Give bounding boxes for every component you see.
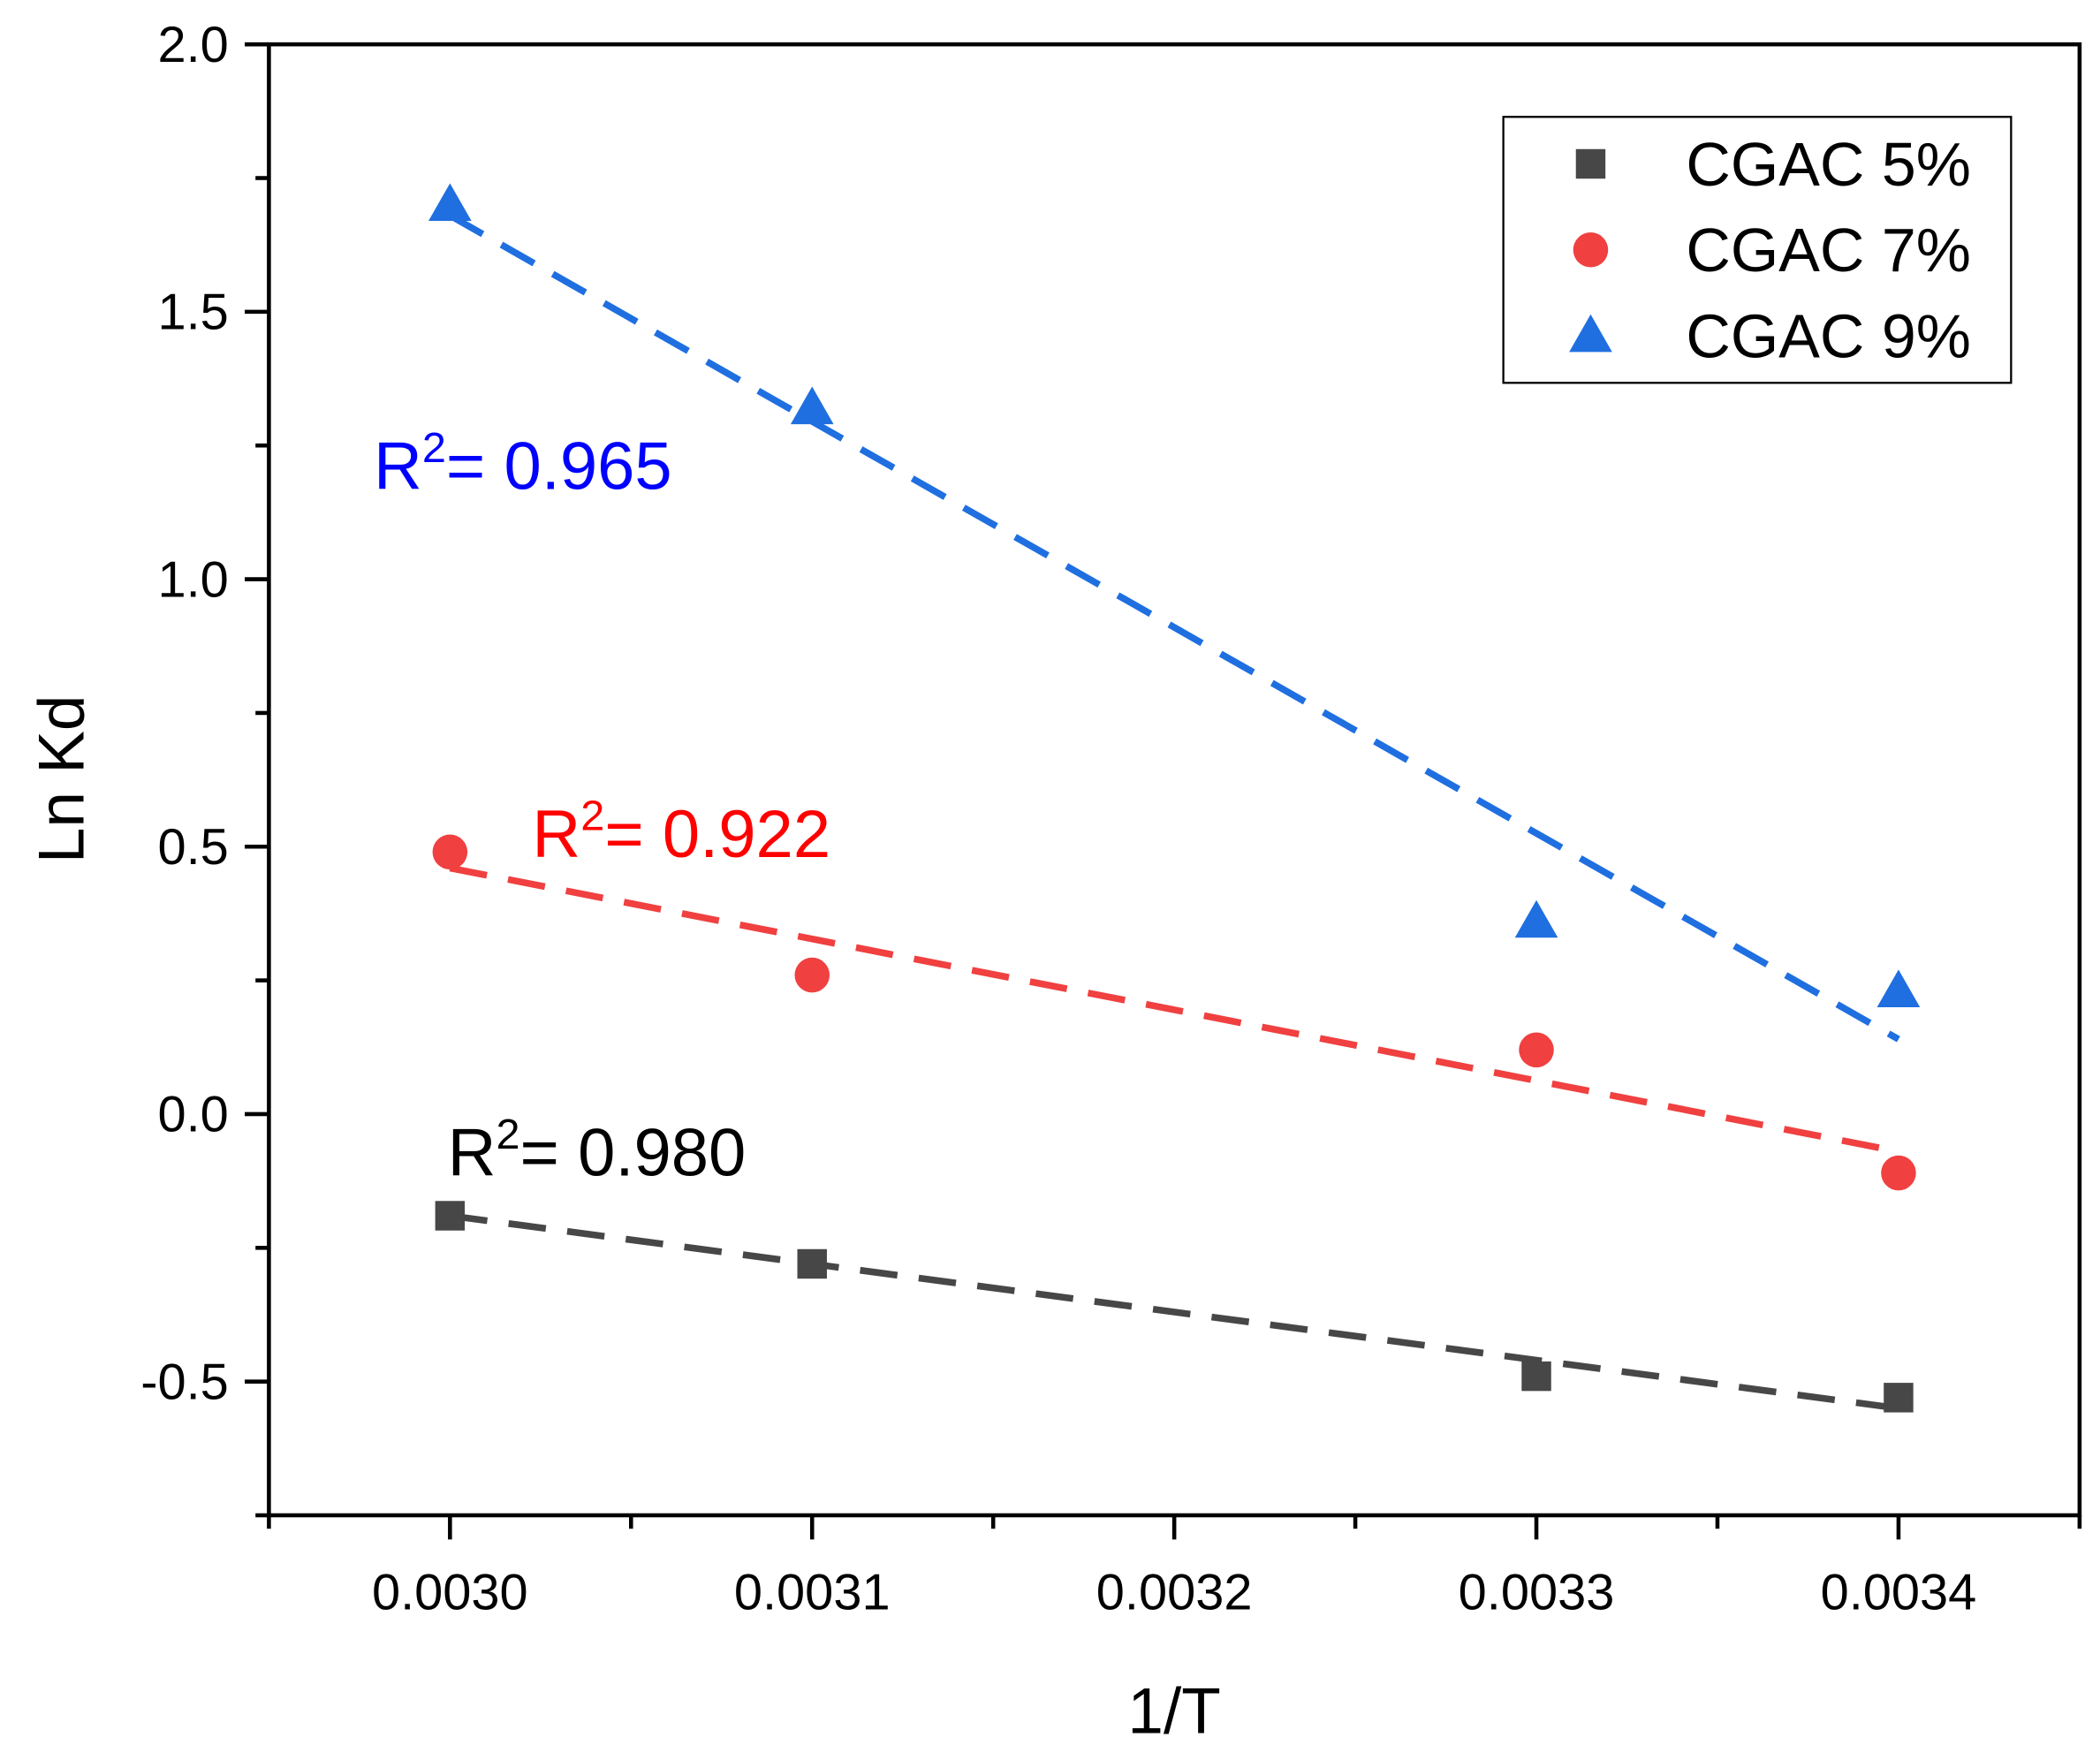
data-point <box>797 1248 827 1279</box>
fit-line-1 <box>449 864 1899 1156</box>
plot-frame <box>267 42 2082 1518</box>
y-tick-label: 1.0 <box>157 551 228 608</box>
r2-annotation: R2= 0.965 <box>374 424 672 504</box>
y-tick-label: -0.5 <box>140 1354 229 1410</box>
r2-annotation: R2= 0.980 <box>448 1111 747 1190</box>
legend: CGAC 5% CGAC 7% CGAC 9% <box>1502 116 2013 384</box>
x-tick-label: 0.0030 <box>372 1564 528 1620</box>
x-tick-label: 0.0034 <box>1821 1564 1977 1620</box>
data-point <box>432 834 468 870</box>
x-axis-label: 1/T <box>1127 1675 1220 1745</box>
data-point <box>435 1201 466 1231</box>
legend-label: CGAC 7% <box>1686 216 1971 285</box>
data-point <box>1884 1383 1914 1413</box>
y-tick-label: 2.0 <box>157 17 228 73</box>
y-tick-label: 1.5 <box>157 285 228 341</box>
data-point <box>1519 1032 1554 1068</box>
legend-label: CGAC 5% <box>1686 130 1971 199</box>
x-tick-label: 0.0031 <box>734 1564 891 1620</box>
data-point <box>1876 969 1921 1007</box>
x-tick-label: 0.0033 <box>1459 1564 1615 1620</box>
legend-marker <box>1575 148 1606 179</box>
y-tick-label: 0.5 <box>157 819 228 876</box>
r2-annotation: R2= 0.922 <box>532 793 830 872</box>
data-point <box>790 386 834 425</box>
y-axis-label: Ln Kd <box>27 694 98 863</box>
data-point <box>1514 899 1558 938</box>
legend-marker <box>1569 314 1612 353</box>
fit-line-2 <box>448 212 1900 1043</box>
x-tick-label: 0.0032 <box>1096 1564 1253 1620</box>
data-point <box>1881 1155 1916 1191</box>
legend-label: CGAC 9% <box>1686 301 1971 370</box>
y-tick-label: 0.0 <box>157 1087 228 1143</box>
data-point <box>1521 1361 1551 1392</box>
data-point <box>794 957 830 993</box>
data-point <box>428 183 472 222</box>
fit-line-0 <box>449 1212 1899 1412</box>
legend-marker <box>1573 232 1609 268</box>
